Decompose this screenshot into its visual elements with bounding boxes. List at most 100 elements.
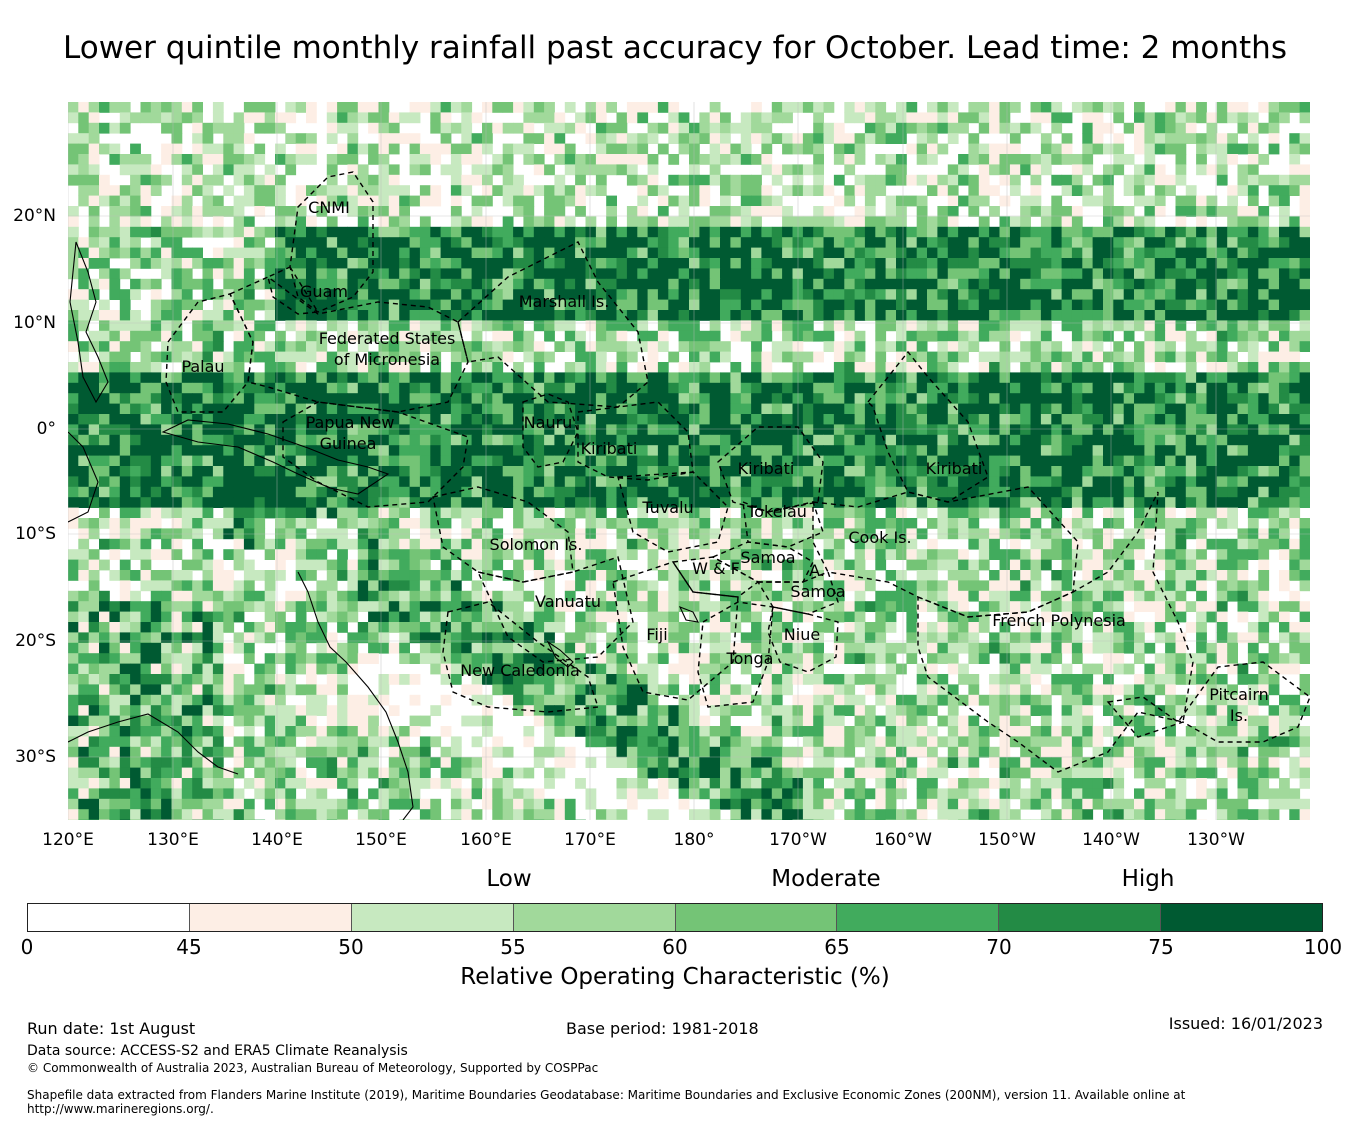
roc-cell (482, 372, 493, 384)
roc-cell (927, 403, 938, 415)
roc-cell (947, 247, 959, 259)
roc-cell (1216, 549, 1228, 560)
roc-cell (1103, 518, 1114, 529)
roc-cell (357, 268, 369, 280)
roc-cell (916, 424, 928, 436)
roc-cell (1123, 559, 1135, 571)
roc-cell (740, 476, 752, 488)
roc-cell (833, 580, 845, 592)
roc-cell (419, 590, 431, 602)
roc-cell (844, 362, 856, 373)
roc-cell (1082, 570, 1094, 581)
roc-cell (854, 518, 866, 529)
roc-cell (119, 580, 131, 592)
roc-cell (575, 570, 586, 581)
roc-cell (1103, 268, 1114, 280)
roc-cell (285, 518, 297, 529)
roc-cell (150, 372, 162, 384)
roc-cell (1144, 206, 1156, 217)
roc-cell (1103, 393, 1114, 404)
roc-cell (740, 590, 752, 602)
roc-cell (699, 580, 711, 592)
roc-cell (740, 507, 752, 519)
roc-cell (999, 549, 1011, 560)
roc-cell (689, 164, 700, 176)
roc-cell (689, 143, 700, 155)
roc-cell (554, 476, 566, 488)
roc-cell (430, 195, 442, 207)
roc-cell (575, 226, 586, 238)
roc-cell (720, 476, 731, 488)
roc-cell (927, 372, 938, 384)
roc-cell (606, 424, 617, 436)
roc-cell (999, 341, 1011, 352)
roc-cell (885, 403, 897, 415)
roc-cell (833, 341, 845, 352)
roc-cell (275, 445, 286, 456)
roc-cell (844, 382, 856, 394)
roc-cell (699, 133, 711, 144)
roc-cell (275, 497, 286, 508)
roc-cell (761, 476, 773, 488)
roc-cell (450, 310, 462, 321)
roc-cell (771, 102, 783, 113)
roc-cell (295, 310, 307, 321)
roc-cell (316, 341, 328, 352)
roc-cell (181, 112, 193, 124)
roc-cell (906, 102, 918, 113)
roc-cell (595, 330, 607, 342)
roc-cell (419, 154, 431, 165)
roc-cell (875, 403, 887, 415)
roc-cell (657, 237, 669, 248)
roc-cell (1258, 154, 1270, 165)
roc-cell (171, 549, 183, 560)
roc-cell (533, 216, 545, 228)
roc-cell (1237, 382, 1249, 394)
roc-cell (419, 393, 431, 404)
roc-cell (316, 559, 328, 571)
map-panel[interactable]: CNMI Guam Palau Federated States of Micrones… (68, 102, 1310, 820)
roc-cell (399, 580, 410, 592)
roc-cell (626, 206, 638, 217)
roc-cell (1165, 133, 1176, 144)
roc-cell (1092, 559, 1104, 571)
roc-cell (233, 143, 245, 155)
roc-cell (223, 424, 235, 436)
roc-cell (937, 299, 949, 311)
roc-cell (751, 226, 762, 238)
roc-cell (140, 216, 152, 228)
roc-cell (1258, 382, 1270, 394)
roc-cell (864, 310, 876, 321)
roc-cell (761, 185, 773, 196)
roc-cell (471, 154, 483, 165)
roc-cell (523, 549, 535, 560)
roc-cell (844, 278, 856, 290)
roc-cell (171, 518, 183, 529)
roc-cell (802, 310, 814, 321)
roc-cell (99, 455, 110, 467)
roc-cell (699, 455, 711, 467)
roc-cell (1268, 497, 1280, 508)
roc-cell (1154, 143, 1166, 155)
roc-cell (357, 310, 369, 321)
roc-cell (740, 174, 752, 186)
roc-cell (1196, 486, 1207, 498)
roc-cell (1123, 122, 1135, 134)
roc-cell (699, 268, 711, 280)
roc-cell (181, 445, 193, 456)
roc-cell (347, 518, 359, 529)
roc-cell (978, 590, 990, 602)
roc-cell (1279, 226, 1290, 238)
roc-cell (709, 237, 721, 248)
roc-cell (212, 289, 224, 300)
roc-cell (78, 466, 90, 477)
roc-cell (1071, 102, 1083, 113)
roc-cell (316, 538, 328, 550)
roc-cell (1227, 330, 1238, 342)
roc-cell (1216, 486, 1228, 498)
roc-cell (243, 237, 255, 248)
roc-cell (181, 206, 193, 217)
roc-cell (523, 393, 535, 404)
roc-cell (875, 518, 887, 529)
roc-cell (264, 320, 276, 332)
